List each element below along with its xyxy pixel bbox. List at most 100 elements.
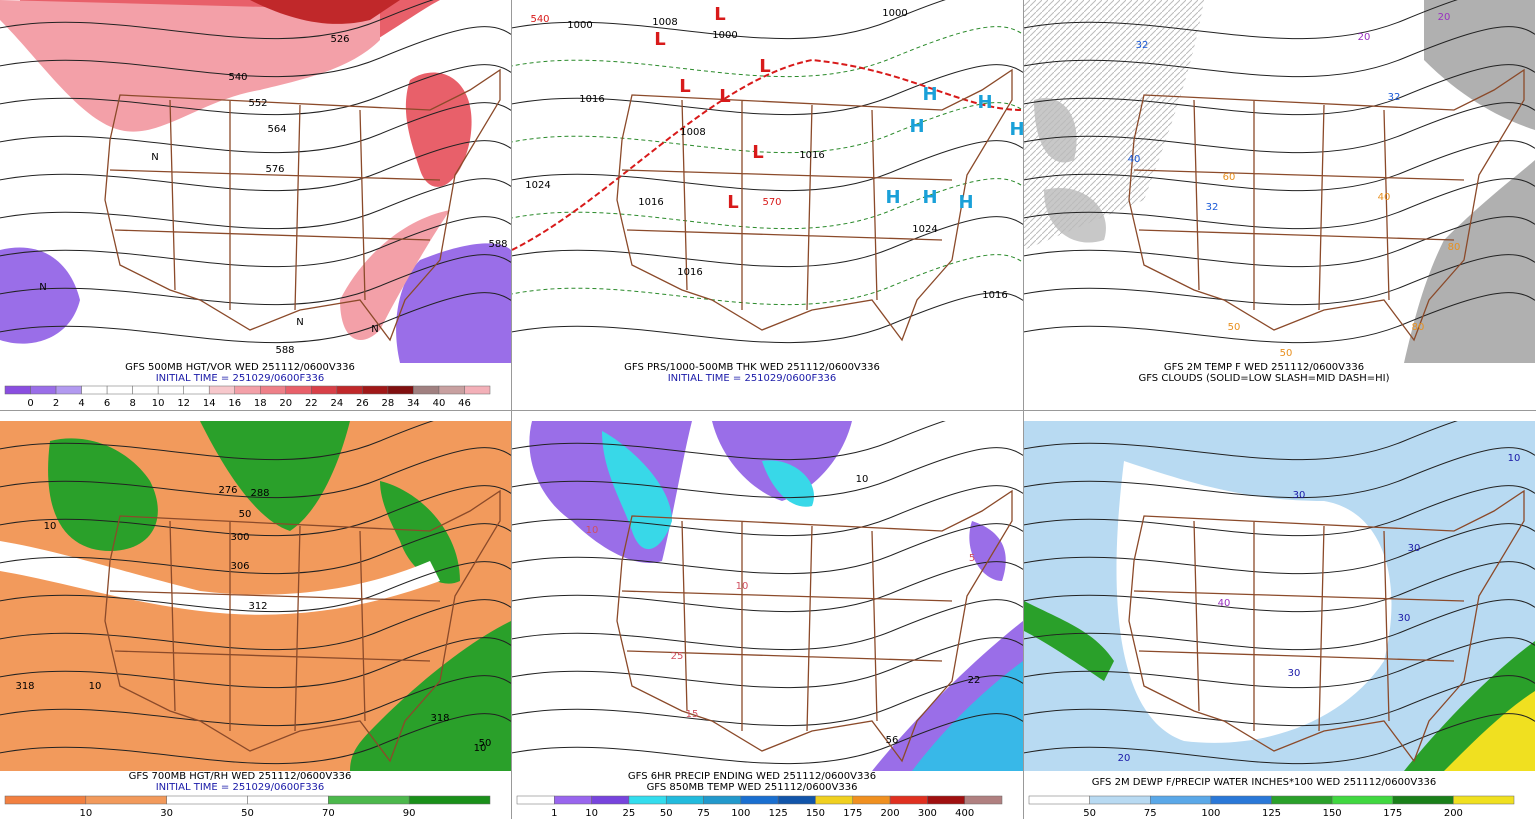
map-label: H (885, 187, 900, 208)
map: 30 30 30 40 30 20 10 (1024, 421, 1535, 771)
map-label: 56 (886, 735, 899, 746)
contour (1024, 485, 1535, 537)
map-label: 1016 (677, 267, 702, 278)
colorbar-label: 8 (129, 398, 135, 409)
contour (0, 637, 511, 689)
contour (1024, 0, 1459, 40)
map-label: L (719, 86, 730, 107)
map: 10 25 15 10 5 56 22 10 (512, 421, 1023, 771)
contour (512, 561, 1023, 613)
map: 1000 1008 1000 1016 1008 1016 1024 1024 1016 1016… (512, 0, 1023, 363)
colorbar-swatch (328, 795, 410, 805)
colorbar-swatch (438, 385, 465, 395)
colorbar-label: 50 (660, 808, 673, 819)
colorbar-label: 200 (1444, 808, 1463, 819)
caption: INITIAL TIME = 251029/0600F336 (156, 373, 325, 384)
map-panel: 10 25 15 10 5 56 22 10 (512, 421, 1023, 771)
colorbar-label: 150 (806, 808, 825, 819)
map-label: L (752, 142, 763, 163)
caption: GFS CLOUDS (SOLID=LOW SLASH=MID DASH=HI) (1138, 373, 1389, 384)
contour (0, 599, 511, 651)
shaded-area (0, 541, 440, 615)
map-label: 10 (44, 521, 57, 532)
map-label: 30 (1398, 613, 1411, 624)
colorbar-swatch (889, 795, 928, 805)
colorbar-swatch (927, 795, 965, 805)
colorbar-swatch (85, 795, 167, 805)
contour (1024, 216, 1535, 268)
map-label: 564 (267, 124, 286, 135)
contour (1024, 637, 1535, 689)
colorbar-swatch (591, 795, 630, 805)
colorbar-label: 50 (241, 808, 254, 819)
contour (0, 713, 511, 765)
map-label: 1016 (799, 150, 824, 161)
map-label: 20 (1438, 12, 1451, 23)
map-label: H (909, 116, 924, 137)
contour (0, 0, 435, 40)
colorbar-swatch (408, 795, 491, 805)
map-label: 10 (586, 525, 599, 536)
colorbar-label: 150 (1323, 808, 1342, 819)
colorbar-label: 46 (458, 398, 471, 409)
map-panel: 32 32 40 32 60 80 80 50 50 40 20 20 (1024, 0, 1535, 363)
contour (1024, 675, 1535, 727)
map-label: 40 (1218, 598, 1231, 609)
map-label: N (296, 317, 303, 328)
map-label: 1024 (912, 224, 937, 235)
map-label: H (977, 92, 992, 113)
contour (1024, 178, 1535, 230)
colorbar-swatch (815, 795, 854, 805)
map-label: 306 (230, 561, 249, 572)
colorbar-label: 175 (843, 808, 862, 819)
contour (512, 447, 1023, 499)
map-label: 1000 (712, 30, 737, 41)
contour (0, 485, 511, 537)
contour (512, 140, 1023, 192)
caption: INITIAL TIME = 251029/0600F336 (156, 782, 325, 793)
contour (0, 561, 511, 613)
colorbar-label: 1 (551, 808, 557, 819)
map-label: 50 (1280, 348, 1293, 359)
colorbar-label: 90 (403, 808, 416, 819)
map-label: 1024 (525, 180, 550, 191)
map-label: 32 (1388, 92, 1401, 103)
borders (1128, 489, 1525, 763)
colorbar-label: 175 (1383, 808, 1402, 819)
map-panel: 1000 1008 1000 1016 1008 1016 1024 1024 1016 1016… (512, 0, 1023, 363)
map-label: 10 (1508, 453, 1521, 464)
colorbar-swatch (464, 385, 491, 395)
colorbar-label: 28 (382, 398, 395, 409)
contour (512, 599, 1023, 651)
contour (1024, 64, 1535, 116)
colorbar-swatch (777, 795, 816, 805)
contour (0, 523, 511, 575)
colorbar-swatch (740, 795, 779, 805)
contour (1024, 102, 1535, 154)
caption: GFS 850MB TEMP WED 251112/0600V336 (647, 782, 858, 793)
colorbar-label: 300 (918, 808, 937, 819)
map-label: N (151, 152, 158, 163)
colorbar-swatch (157, 385, 184, 395)
map-label: 40 (1378, 192, 1391, 203)
borders (1128, 68, 1525, 342)
contour (0, 216, 511, 268)
colorbar-swatch (1271, 795, 1333, 805)
colorbar-swatch (234, 385, 261, 395)
map-label: 50 (1228, 322, 1241, 333)
colorbar-swatch (362, 385, 389, 395)
colorbar-swatch (665, 795, 704, 805)
colorbar-swatch (247, 795, 329, 805)
contour (1024, 561, 1535, 613)
map-label: H (922, 187, 937, 208)
shaded-area (396, 243, 511, 363)
map-label: H (922, 84, 937, 105)
colorbar-label: 100 (1201, 808, 1220, 819)
map-label: 10 (89, 681, 102, 692)
colorbar-swatch (30, 385, 57, 395)
contour (1024, 447, 1535, 499)
map-label: 15 (686, 709, 699, 720)
contour (0, 102, 511, 154)
borders (616, 489, 1013, 763)
